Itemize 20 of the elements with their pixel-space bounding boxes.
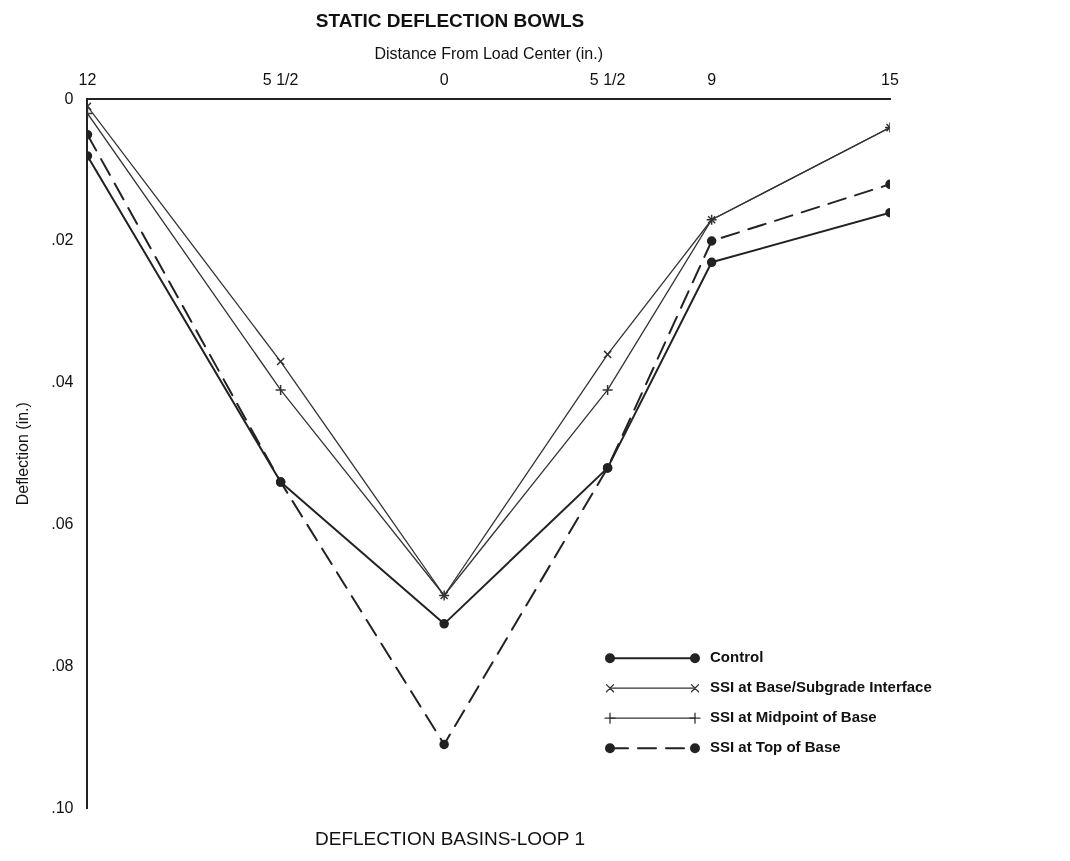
x-tick-label: 12 bbox=[78, 71, 97, 89]
legend-label: SSI at Midpoint of Base bbox=[710, 708, 877, 726]
y-tick-label: .06 bbox=[51, 515, 74, 533]
x-tick-label: 0 bbox=[439, 71, 449, 89]
text: DEFLECTION BASINS-LOOP 1 bbox=[315, 827, 585, 849]
y-tick-label: .04 bbox=[51, 373, 74, 391]
legend-label: SSI at Top of Base bbox=[710, 738, 841, 756]
y-axis-title: Deflection (in.) bbox=[14, 402, 32, 506]
y-tick-label: .10 bbox=[51, 798, 74, 816]
y-tick-label: 0 bbox=[64, 89, 74, 107]
legend-label: SSI at Base/Subgrade Interface bbox=[710, 678, 932, 696]
y-tick-label: .08 bbox=[51, 656, 74, 674]
x-tick-label: 5 1/2 bbox=[589, 71, 626, 89]
y-tick-label: .02 bbox=[51, 231, 74, 249]
x-axis-title: Distance From Load Center (in.) bbox=[374, 44, 603, 62]
x-tick-label: 5 1/2 bbox=[262, 71, 299, 89]
x-tick-label: 9 bbox=[707, 71, 717, 89]
chart-title: STATIC DEFLECTION BOWLS bbox=[315, 9, 585, 31]
x-tick-label: 15 bbox=[881, 71, 899, 89]
legend-label: Control bbox=[710, 648, 764, 666]
